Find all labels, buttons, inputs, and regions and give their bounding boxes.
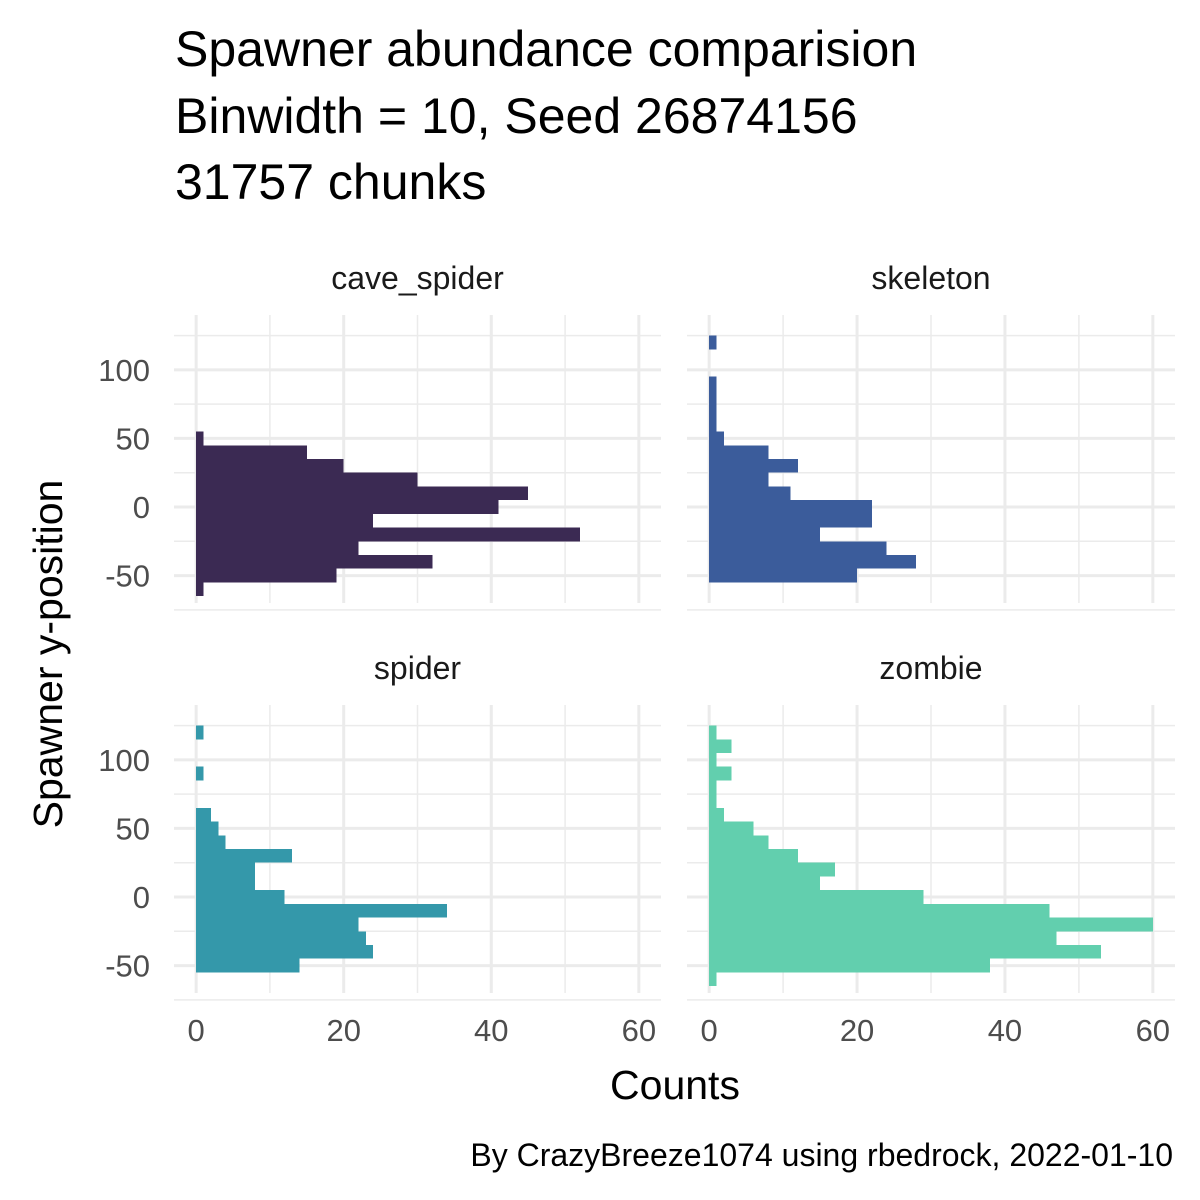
y-tick-label: 50	[116, 811, 150, 846]
bar-cave_spider-y30	[196, 459, 344, 473]
bar-spider-y-40	[196, 945, 374, 959]
x-tick-label: 20	[326, 1013, 360, 1048]
bar-cave_spider-y20	[196, 472, 418, 487]
bar-spider-y120	[196, 725, 204, 740]
bar-zombie-y60	[709, 807, 724, 822]
bar-zombie-y20	[709, 862, 835, 877]
bar-skeleton-y30	[709, 459, 798, 473]
bar-cave_spider-y-60	[196, 582, 204, 597]
y-tick-label: 0	[133, 880, 150, 915]
y-tick-label: 100	[98, 743, 150, 778]
bar-skeleton-y0	[709, 500, 872, 514]
bar-skeleton-y-30	[709, 541, 887, 555]
bar-zombie-y90	[709, 766, 732, 781]
panel-strip-label-skeleton: skeleton	[871, 260, 990, 296]
bar-skeleton-y80	[709, 390, 717, 405]
bar-zombie-y-20	[709, 917, 1153, 932]
bar-skeleton-y70	[709, 404, 717, 418]
bar-cave_spider-y50	[196, 431, 204, 446]
bar-skeleton-y20	[709, 472, 769, 487]
bar-cave_spider-y-40	[196, 555, 433, 569]
bar-spider-y60	[196, 807, 211, 822]
bar-zombie-y-40	[709, 945, 1102, 959]
bar-skeleton-y-40	[709, 555, 917, 569]
panel-zombie: zombie 0 20 40 60	[687, 650, 1175, 1048]
facet-panels: cave_spider -50 0 50 100 skeleton spider -50 0 50…	[98, 260, 1175, 1048]
bar-spider-y-50	[196, 958, 300, 973]
chart-caption: By CrazyBreeze1074 using rbedrock, 2022-…	[470, 1137, 1173, 1173]
bar-zombie-y120	[709, 725, 717, 740]
bar-spider-y10	[196, 876, 256, 891]
x-tick-label: 40	[988, 1013, 1022, 1048]
bar-spider-y-10	[196, 903, 448, 918]
y-tick-label: 50	[116, 421, 150, 456]
bar-spider-y-30	[196, 931, 366, 945]
bar-zombie-y-50	[709, 958, 991, 973]
bar-zombie-y30	[709, 849, 798, 863]
bar-zombie-y-30	[709, 931, 1057, 945]
x-tick-label: 0	[701, 1013, 718, 1048]
x-tick-label: 40	[474, 1013, 508, 1048]
y-tick-label: -50	[105, 949, 150, 984]
chart-title-line-1: Spawner abundance comparision	[175, 21, 917, 77]
bar-spider-y20	[196, 862, 256, 877]
x-tick-label: 20	[840, 1013, 874, 1048]
chart-title-line-3: 31757 chunks	[175, 154, 486, 210]
bar-cave_spider-y-50	[196, 568, 337, 583]
panel-strip-label-spider: spider	[374, 650, 462, 686]
bar-spider-y50	[196, 821, 219, 836]
bar-skeleton-y-20	[709, 527, 821, 542]
bar-cave_spider-y-20	[196, 527, 580, 542]
bar-zombie-y-60	[709, 972, 717, 987]
bar-spider-y0	[196, 890, 285, 904]
bar-cave_spider-y0	[196, 500, 499, 514]
y-tick-label: 100	[98, 353, 150, 388]
panel-strip-label-zombie: zombie	[879, 650, 982, 686]
x-tick-label: 60	[1136, 1013, 1170, 1048]
y-tick-label: 0	[133, 490, 150, 525]
bar-spider-y90	[196, 766, 204, 781]
bar-skeleton-y-10	[709, 513, 872, 528]
bar-zombie-y40	[709, 835, 769, 849]
bar-skeleton-y10	[709, 486, 791, 501]
bar-skeleton-y90	[709, 376, 717, 391]
x-tick-label: 60	[622, 1013, 656, 1048]
x-axis-title: Counts	[610, 1062, 740, 1108]
bar-skeleton-y120	[709, 335, 717, 350]
chart-title-line-2: Binwidth = 10, Seed 26874156	[175, 88, 858, 144]
bar-spider-y30	[196, 849, 293, 863]
bar-cave_spider-y40	[196, 445, 307, 459]
y-axis-title: Spawner y-position	[25, 480, 71, 829]
bar-zombie-y-10	[709, 903, 1050, 918]
bar-skeleton-y-50	[709, 568, 858, 583]
bar-zombie-y50	[709, 821, 754, 836]
y-tick-label: -50	[105, 559, 150, 594]
bar-skeleton-y40	[709, 445, 769, 459]
bar-zombie-y110	[709, 739, 732, 753]
panel-spider: spider -50 0 50 100 0 20 40 60	[98, 650, 661, 1048]
bar-zombie-y80	[709, 780, 717, 795]
bar-zombie-y100	[709, 753, 717, 767]
bar-cave_spider-y-30	[196, 541, 359, 555]
bar-zombie-y10	[709, 876, 821, 891]
bar-zombie-y70	[709, 794, 717, 808]
bar-zombie-y0	[709, 890, 924, 904]
bar-spider-y40	[196, 835, 226, 849]
panel-strip-label-cave_spider: cave_spider	[331, 260, 504, 296]
bar-spider-y-20	[196, 917, 359, 932]
x-tick-label: 0	[188, 1013, 205, 1048]
panel-skeleton: skeleton	[687, 260, 1175, 611]
bar-cave_spider-y10	[196, 486, 529, 501]
bar-skeleton-y60	[709, 417, 717, 432]
panel-cave_spider: cave_spider -50 0 50 100	[98, 260, 661, 611]
bar-skeleton-y50	[709, 431, 724, 446]
bar-cave_spider-y-10	[196, 513, 374, 528]
